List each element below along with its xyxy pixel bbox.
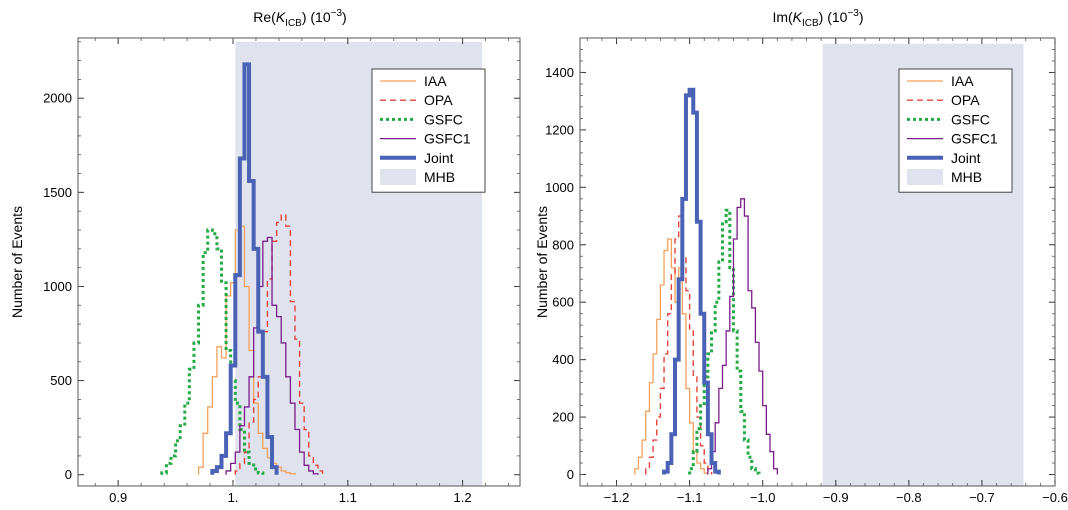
x-tick-label: 1.2 — [454, 490, 472, 505]
x-tick-label: −0.7 — [969, 490, 995, 505]
series-opa — [234, 214, 324, 475]
title-part-title-close: ) (10 — [302, 9, 331, 25]
legend-label-iaa: IAA — [951, 73, 974, 89]
panel-im: −1.2 −1.1 −1.0 −0.9 −0.8 −0.7 −0.6 0 200 400 600 80… — [534, 8, 1068, 505]
x-tick-label: −0.6 — [1042, 490, 1068, 505]
legend-label-gsfc1: GSFC1 — [424, 131, 471, 147]
title-part-title-exp: −3 — [331, 8, 343, 19]
legend-label-gsfc1: GSFC1 — [951, 131, 998, 147]
title-part-title-sub: ICB — [802, 18, 819, 29]
y-tick-label: 2000 — [43, 91, 72, 106]
y-tick-label: 1200 — [545, 122, 574, 137]
legend-label-mhb: MHB — [951, 169, 982, 185]
title-part-title-k: K — [793, 9, 803, 25]
y-tick-label: 1000 — [43, 279, 72, 294]
legend-swatch-mhb — [380, 169, 416, 185]
x-tick-label: 1.1 — [339, 490, 357, 505]
legend-label-gsfc: GSFC — [951, 111, 990, 127]
series-gsfc — [688, 208, 761, 475]
series-gsfc1 — [225, 236, 319, 475]
y-axis-label: Number of Events — [534, 206, 550, 318]
chart-title: Im(KICB) (10−3) — [772, 8, 863, 29]
series-joint — [662, 87, 721, 475]
plot-frame — [579, 37, 1056, 487]
y-tick-label: 1400 — [545, 65, 574, 80]
title-part-title-main: Re( — [253, 9, 276, 25]
y-tick-label: 400 — [552, 352, 574, 367]
legend: IAA OPA GSFC GSFC1 Joint MHB — [371, 68, 486, 193]
y-tick-label: 1000 — [545, 180, 574, 195]
legend-label-joint: Joint — [951, 150, 981, 166]
x-tick-label: −1.0 — [750, 490, 776, 505]
legend-label-opa: OPA — [951, 92, 980, 108]
y-tick-label: 600 — [552, 295, 574, 310]
y-tick-label: 0 — [65, 467, 72, 482]
title-part-title-sub: ICB — [285, 18, 302, 29]
title-part-title-close: ) (10 — [819, 9, 848, 25]
legend-label-gsfc: GSFC — [424, 111, 463, 127]
series-iaa — [197, 225, 296, 475]
x-tick-label: −0.9 — [823, 490, 849, 505]
legend-label-opa: OPA — [424, 92, 453, 108]
series-gsfc1 — [707, 198, 778, 475]
series-gsfc — [160, 228, 265, 475]
y-tick-label: 500 — [50, 373, 72, 388]
legend: IAA OPA GSFC GSFC1 Joint MHB — [898, 68, 1013, 193]
legend-label-joint: Joint — [424, 150, 454, 166]
title-part-title-exp: −3 — [847, 8, 859, 19]
y-tick-label: 1500 — [43, 185, 72, 200]
y-tick-label: 800 — [552, 237, 574, 252]
x-tick-label: −0.8 — [896, 490, 922, 505]
legend-swatch-mhb — [907, 169, 943, 185]
x-tick-label: 1. — [228, 490, 239, 505]
title-part-title-end: ) — [342, 9, 347, 25]
plot-frame — [77, 37, 521, 487]
x-tick-label: −1.1 — [677, 490, 703, 505]
series-iaa — [634, 238, 709, 475]
y-tick-label: 200 — [552, 410, 574, 425]
chart-title: Re(KICB) (10−3) — [253, 8, 346, 29]
y-axis-label: Number of Events — [9, 206, 25, 318]
legend-label-iaa: IAA — [424, 73, 447, 89]
title-part-title-end: ) — [859, 9, 864, 25]
series-joint — [210, 62, 279, 475]
panel-re: 0.9 1. 1.1 1.2 0 500 1000 1500 2000 Number of Eve… — [9, 8, 521, 505]
title-part-title-main: Im( — [772, 9, 793, 25]
y-tick-label: 0 — [567, 467, 574, 482]
title-part-title-k: K — [276, 9, 286, 25]
legend-label-mhb: MHB — [424, 169, 455, 185]
x-tick-label: −1.2 — [604, 490, 630, 505]
x-tick-label: 0.9 — [109, 490, 127, 505]
